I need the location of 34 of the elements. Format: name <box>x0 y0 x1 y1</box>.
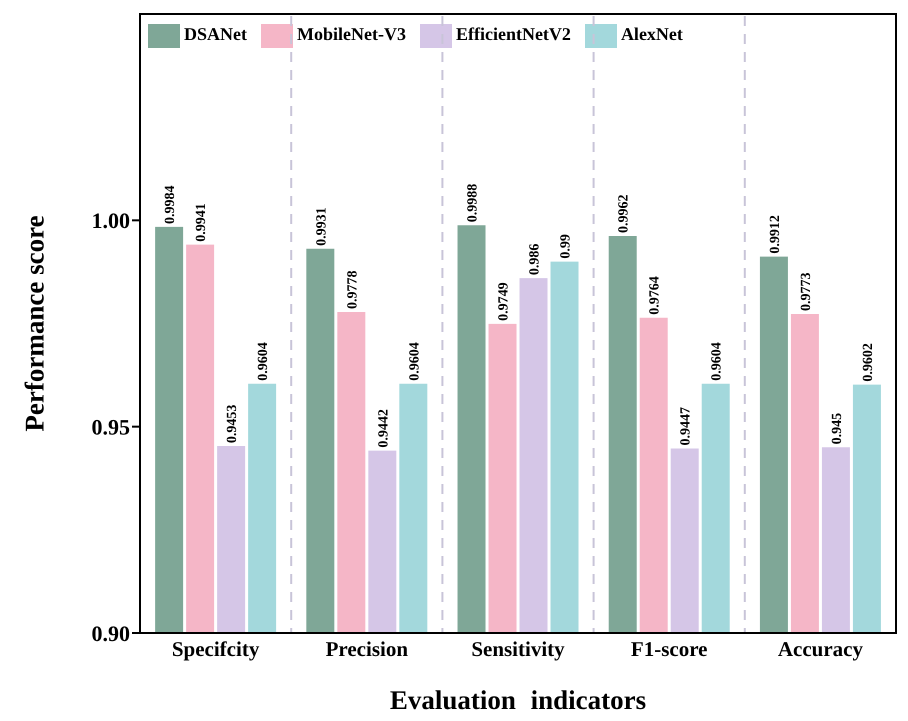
data-label: 0.9749 <box>496 282 512 321</box>
data-label: 0.99 <box>558 234 574 259</box>
data-label: 0.9447 <box>678 407 694 446</box>
data-label: 0.9778 <box>345 270 360 309</box>
data-label: 0.9988 <box>466 184 481 222</box>
data-label: 0.9984 <box>163 185 178 224</box>
data-label: 0.9941 <box>194 203 210 242</box>
data-label: 0.9962 <box>616 194 632 234</box>
x-tick-label: Specifcity <box>172 636 260 661</box>
x-tick-label: F1-score <box>630 636 708 661</box>
data-label: 0.9912 <box>768 215 783 254</box>
legend-label: EfficientNetV2 <box>456 24 571 44</box>
y-tick-label: 0.95 <box>92 414 130 440</box>
data-label: 0.9773 <box>798 272 814 312</box>
data-label: 0.9931 <box>314 207 330 246</box>
data-label: 0.945 <box>830 412 845 444</box>
legend-label: AlexNet <box>620 24 683 44</box>
x-tick-label: Sensitivity <box>471 636 566 661</box>
x-tick-label: Precision <box>326 636 408 661</box>
data-label: 0.9602 <box>860 343 876 382</box>
legend-label: MobileNet-V3 <box>297 24 406 44</box>
legend-label: DSANet <box>184 24 247 44</box>
x-axis-title: Evaluation indicators <box>390 685 646 715</box>
data-label: 0.9604 <box>710 342 725 381</box>
data-label: 0.9764 <box>648 276 663 315</box>
data-label: 0.9453 <box>225 404 240 444</box>
data-label: 0.9604 <box>256 342 272 381</box>
data-label: 0.9442 <box>376 409 392 448</box>
data-label: 0.9604 <box>407 342 422 381</box>
y-axis-title: Performance score <box>20 215 50 432</box>
x-tick-label: Accuracy <box>778 636 864 661</box>
data-label: 0.986 <box>528 244 543 276</box>
y-tick-label: 0.90 <box>92 620 130 646</box>
y-tick-label: 1.00 <box>92 208 130 234</box>
